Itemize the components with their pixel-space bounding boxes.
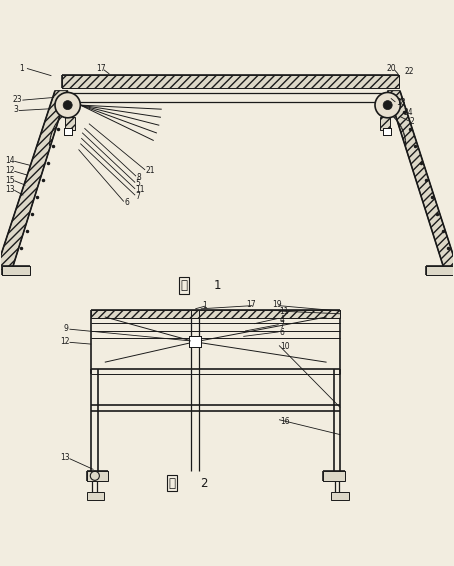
Bar	[91, 310, 340, 318]
Text: 8: 8	[137, 173, 141, 182]
Text: 19: 19	[272, 300, 282, 309]
Text: 12: 12	[5, 166, 15, 175]
Text: 1: 1	[19, 63, 24, 72]
Text: 1: 1	[202, 301, 207, 310]
Text: 15: 15	[5, 176, 15, 185]
Bar	[380, 117, 390, 131]
Circle shape	[375, 92, 400, 118]
Text: 24: 24	[404, 108, 413, 117]
Bar	[426, 266, 454, 275]
Polygon shape	[388, 91, 454, 269]
Bar	[188, 336, 201, 348]
Text: 22: 22	[405, 67, 414, 76]
Text: 11: 11	[136, 185, 145, 194]
Bar	[331, 492, 349, 500]
Text: 7: 7	[136, 192, 140, 200]
Bar	[383, 128, 391, 135]
Text: 13: 13	[60, 453, 70, 462]
Text: 6: 6	[124, 198, 129, 207]
Bar	[64, 128, 72, 135]
Text: 2: 2	[410, 117, 415, 126]
Text: 12: 12	[60, 337, 70, 346]
Text: 6: 6	[280, 328, 284, 337]
Bar	[87, 471, 109, 481]
Text: 9: 9	[63, 324, 68, 333]
Text: 18: 18	[396, 98, 406, 108]
Text: 7: 7	[280, 321, 284, 330]
Text: 17: 17	[246, 300, 256, 309]
Text: 3: 3	[13, 105, 18, 114]
Circle shape	[55, 92, 80, 118]
Text: 10: 10	[280, 342, 290, 351]
Circle shape	[63, 101, 72, 110]
Text: 11: 11	[280, 307, 289, 316]
Bar	[62, 75, 399, 88]
Text: 4: 4	[280, 315, 284, 324]
Text: 20: 20	[386, 65, 396, 74]
Text: 1: 1	[213, 279, 221, 291]
Text: 16: 16	[280, 417, 290, 426]
Text: 图: 图	[181, 279, 188, 291]
Bar	[323, 471, 345, 481]
Bar	[191, 310, 199, 318]
Polygon shape	[0, 91, 68, 269]
Text: 2: 2	[201, 477, 208, 490]
Text: 23: 23	[12, 95, 22, 104]
Bar	[2, 266, 30, 275]
Circle shape	[383, 101, 392, 110]
Text: 21: 21	[146, 166, 155, 175]
Text: 5: 5	[136, 179, 140, 188]
Text: 14: 14	[5, 156, 15, 165]
Bar	[65, 117, 75, 131]
Text: 13: 13	[5, 185, 15, 194]
Text: 图: 图	[168, 477, 175, 490]
Text: 17: 17	[96, 65, 105, 74]
Bar	[87, 492, 104, 500]
